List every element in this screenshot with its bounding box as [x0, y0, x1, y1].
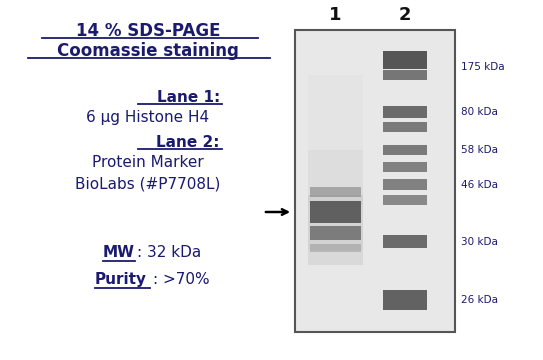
Bar — [383, 51, 427, 69]
Bar — [383, 122, 427, 132]
Bar — [383, 179, 427, 190]
Bar — [383, 70, 427, 80]
Text: 58 kDa: 58 kDa — [461, 145, 498, 155]
Bar — [295, 30, 455, 332]
Text: 14 % SDS-PAGE: 14 % SDS-PAGE — [76, 22, 220, 40]
Bar — [383, 106, 427, 118]
Text: 46 kDa: 46 kDa — [461, 180, 498, 190]
Bar — [383, 162, 427, 172]
Text: BioLabs (#P7708L): BioLabs (#P7708L) — [75, 176, 220, 191]
Bar — [383, 195, 427, 205]
Text: 175 kDa: 175 kDa — [461, 62, 504, 72]
Text: Protein Marker: Protein Marker — [92, 155, 204, 170]
Bar — [310, 244, 361, 252]
Bar — [383, 145, 427, 155]
Text: Lane 1:: Lane 1: — [157, 90, 220, 105]
Bar — [308, 150, 363, 250]
Text: Coomassie staining: Coomassie staining — [57, 42, 239, 60]
Bar — [295, 30, 455, 332]
Bar — [310, 187, 361, 197]
Text: 26 kDa: 26 kDa — [461, 295, 498, 305]
Bar — [383, 235, 427, 248]
Text: Purity: Purity — [95, 272, 147, 287]
Text: 2: 2 — [399, 6, 411, 24]
Bar — [383, 290, 427, 310]
Bar — [308, 75, 363, 205]
Text: MW: MW — [103, 245, 135, 260]
Text: 30 kDa: 30 kDa — [461, 237, 498, 247]
Text: : >70%: : >70% — [153, 272, 210, 287]
Text: Lane 2:: Lane 2: — [156, 135, 220, 150]
Text: 1: 1 — [329, 6, 341, 24]
Text: 80 kDa: 80 kDa — [461, 107, 498, 117]
Text: : 32 kDa: : 32 kDa — [137, 245, 201, 260]
Bar — [308, 195, 363, 265]
Text: 6 µg Histone H4: 6 µg Histone H4 — [86, 110, 210, 125]
Bar — [310, 201, 361, 223]
Bar — [310, 226, 361, 240]
